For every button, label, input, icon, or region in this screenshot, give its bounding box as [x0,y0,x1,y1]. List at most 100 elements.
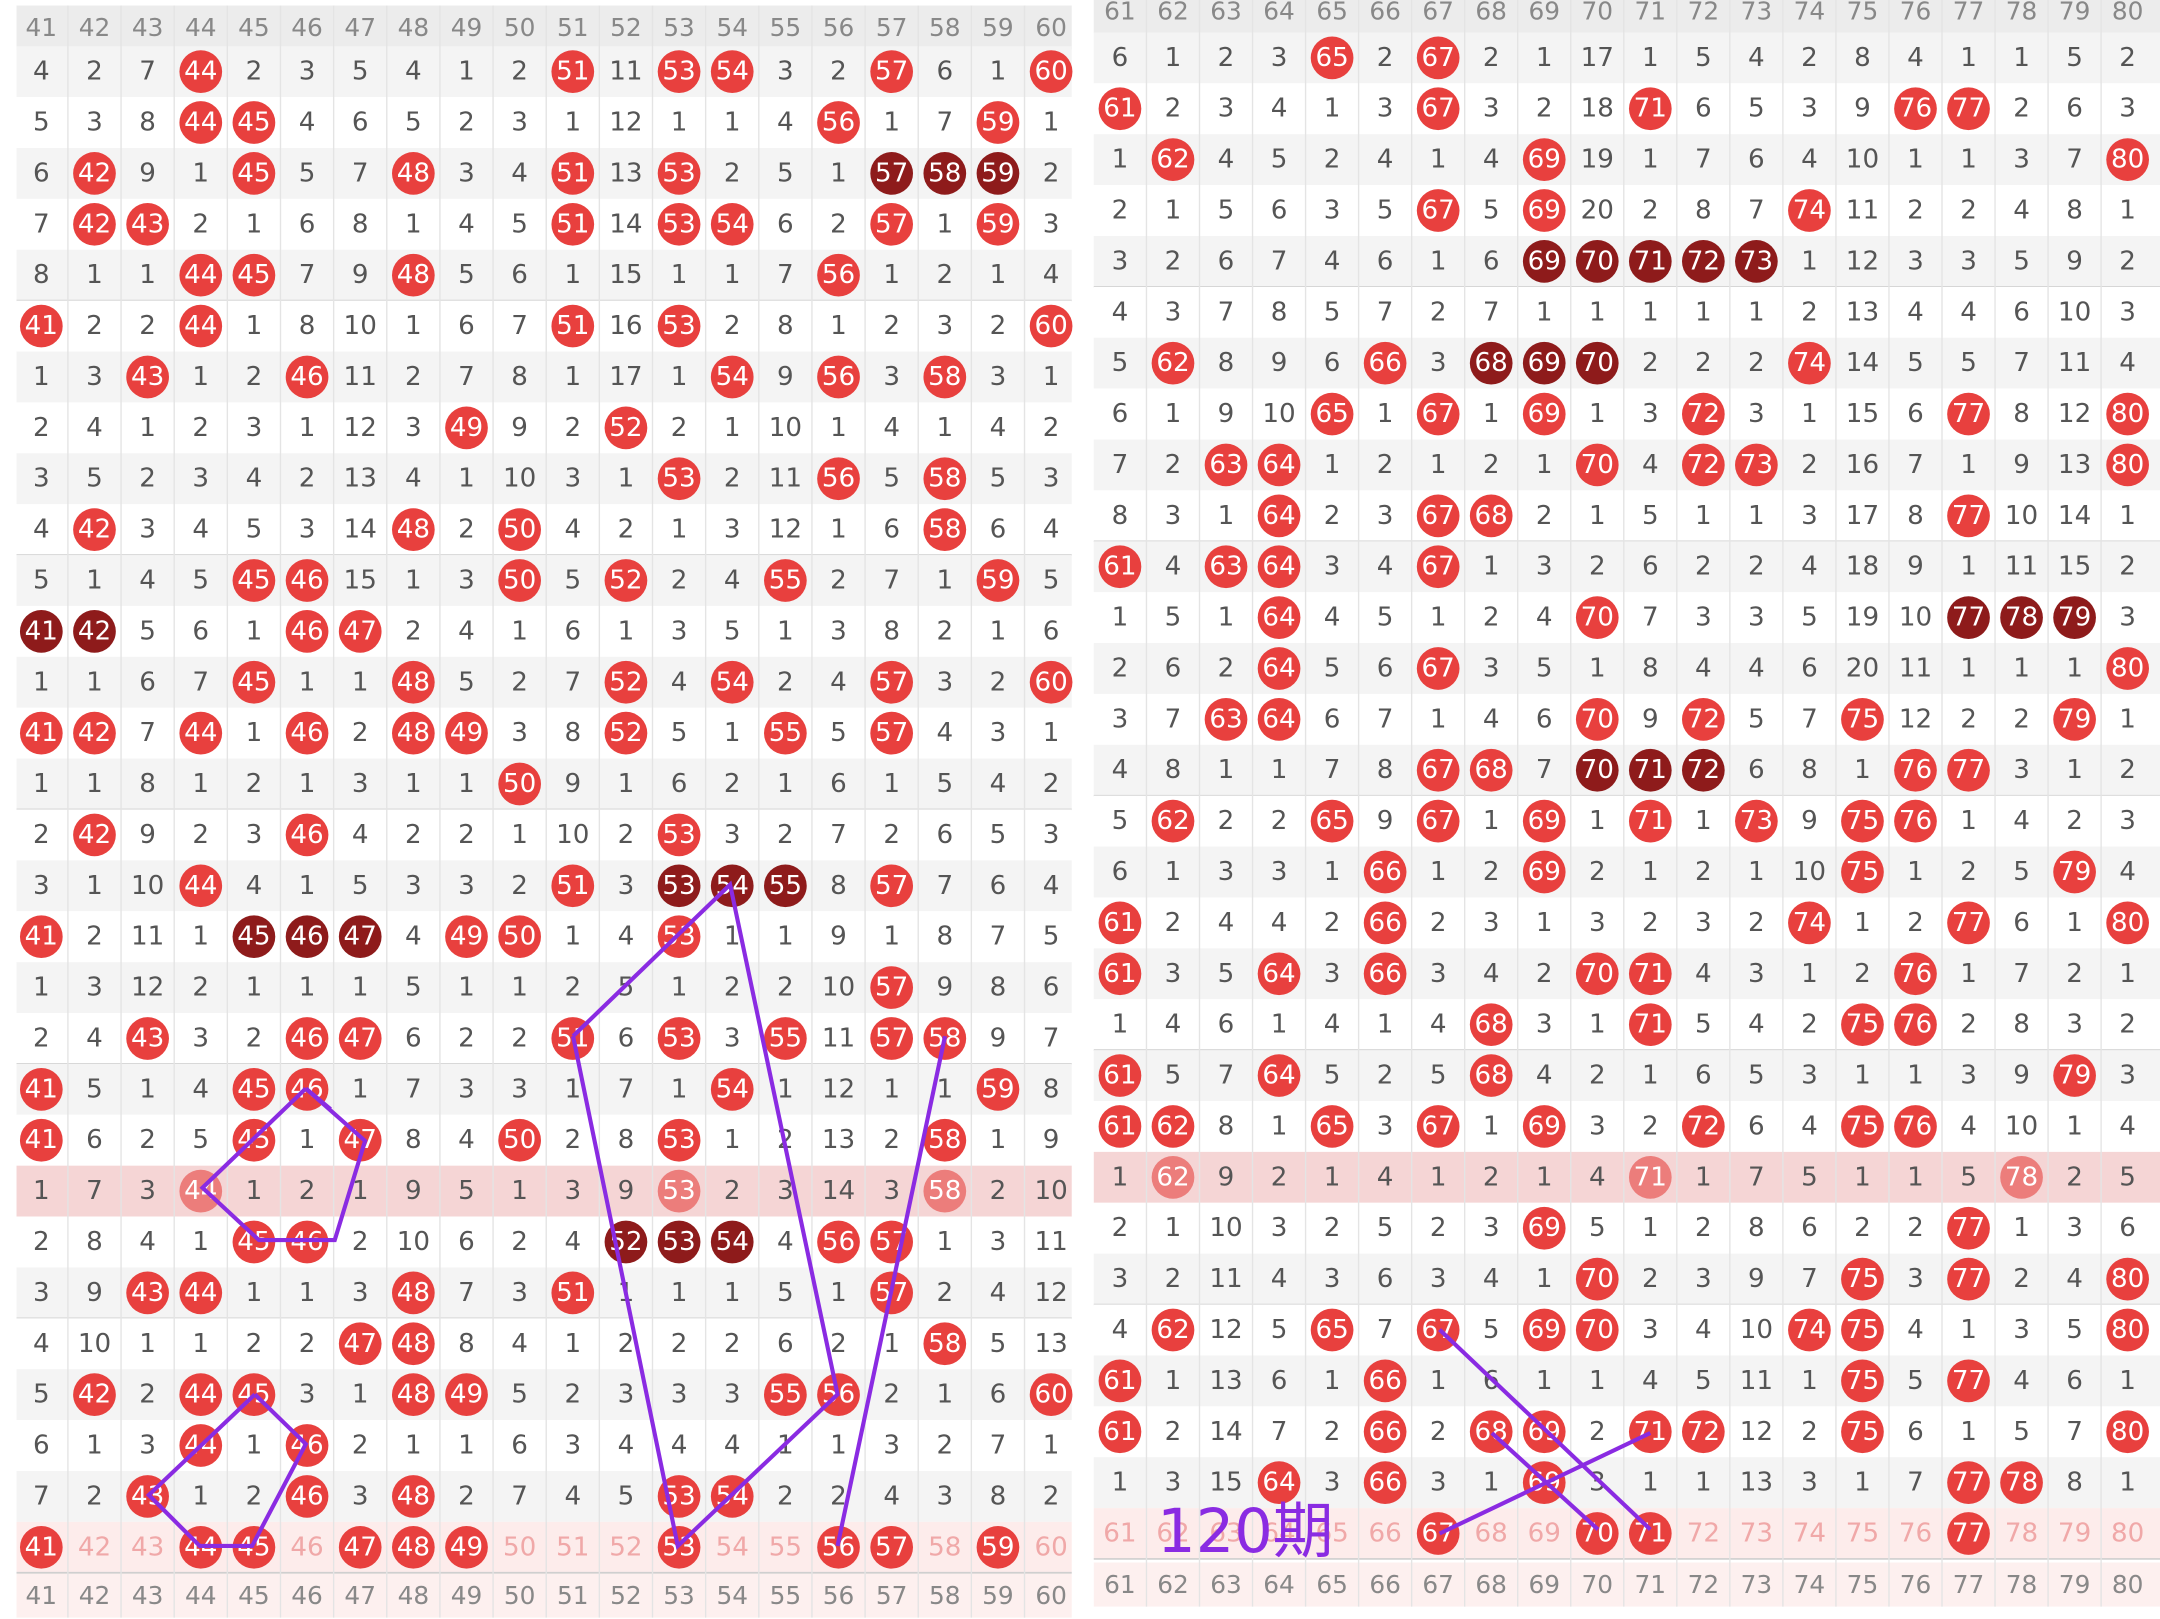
miss-count: 8 [1695,196,1712,226]
hit-number: 71 [1634,94,1667,124]
column-header: 54 [716,13,748,42]
miss-count: 11 [2005,552,2038,582]
miss-count: 3 [724,1023,741,1053]
hit-ball [2106,1257,2149,1301]
hit-ball [1894,799,1937,843]
column-footer: 61 [1104,1570,1136,1599]
miss-count: 6 [1112,857,1129,887]
miss-count: 2 [2119,246,2136,276]
miss-count: 1 [1907,857,1924,887]
hit-ball [1469,1054,1513,1097]
miss-count: 15 [2058,552,2091,582]
miss-count: 2 [1642,348,1659,378]
miss-count: 1 [1271,1111,1288,1141]
miss-count: 1 [1043,1431,1060,1461]
miss-count: 8 [405,1125,422,1155]
miss-count: 3 [564,1431,581,1461]
miss-count: 7 [936,871,953,901]
miss-count: 5 [1218,959,1235,989]
row-band [1093,185,2160,236]
miss-count: 3 [2013,755,2030,785]
column-header: 79 [2059,0,2091,26]
hit-ball [1522,1206,1566,1250]
miss-count: 3 [2119,297,2136,327]
miss-count: 2 [1854,959,1871,989]
hit-ball [1522,189,1566,232]
hit-number: 68 [1475,755,1508,785]
miss-count: 2 [1907,908,1924,938]
miss-count: 3 [2066,1010,2083,1040]
hit-number: 76 [1899,755,1932,785]
hit-ball [1628,799,1672,843]
hit-number: 45 [237,108,270,138]
hit-number: 80 [2111,145,2144,175]
column-header: 60 [1035,13,1067,42]
miss-count: 3 [777,57,794,87]
miss-count: 3 [2119,94,2136,124]
hit-number: 42 [78,1380,111,1410]
hit-number: 57 [875,871,908,901]
miss-count: 4 [1430,1010,1447,1040]
miss-count: 3 [86,362,103,392]
miss-count: 3 [86,973,103,1003]
miss-count: 2 [352,1227,369,1257]
miss-count: 1 [1801,246,1818,276]
hit-ball [1416,494,1460,538]
row-band [1093,1406,2160,1458]
miss-count: 1 [1960,450,1977,480]
hit-number: 70 [1581,1519,1614,1549]
miss-count: 1 [936,565,953,595]
miss-count: 2 [1165,1417,1182,1447]
miss-count: 4 [2066,1264,2083,1294]
miss-count: 2 [192,973,209,1003]
miss-count: 1 [352,1074,369,1104]
miss-count: 5 [1801,1162,1818,1192]
hit-number: 48 [397,158,430,188]
miss-count: 4 [86,413,103,443]
candidate-number: 80 [2111,1519,2144,1549]
miss-count: 20 [1581,196,1614,226]
hit-number: 51 [556,311,589,341]
miss-count: 2 [33,820,50,850]
hit-number: 52 [609,565,642,595]
hit-number: 44 [184,57,217,87]
miss-count: 8 [1801,755,1818,785]
hit-ball [817,457,860,501]
miss-count: 1 [1536,43,1553,73]
hit-number: 60 [1034,667,1067,697]
miss-count: 7 [139,718,156,748]
miss-count: 1 [671,260,688,290]
miss-count: 8 [2066,196,2083,226]
miss-count: 3 [1642,399,1659,429]
miss-count: 4 [1324,1010,1341,1040]
hit-number: 46 [290,922,323,952]
miss-count: 6 [936,57,953,87]
miss-count: 10 [397,1227,430,1257]
repeat-ball [976,152,1020,195]
hit-ball [179,864,223,908]
hit-number: 62 [1156,806,1189,836]
hit-number: 49 [450,413,483,443]
miss-count: 5 [1271,1315,1288,1345]
miss-count: 8 [1218,348,1235,378]
miss-count: 6 [86,1125,103,1155]
miss-count: 2 [724,464,741,494]
hit-ball [1841,1359,1884,1403]
hit-ball [498,559,541,602]
miss-count: 4 [1483,1264,1500,1294]
miss-count: 1 [990,260,1007,290]
candidate-number: 54 [716,1532,749,1562]
miss-count: 2 [564,1380,581,1410]
hit-ball [1363,901,1407,945]
hit-number: 44 [184,260,217,290]
miss-count: 1 [1112,1162,1129,1192]
hit-number: 76 [1899,94,1932,124]
miss-count: 1 [2119,704,2136,734]
miss-count: 1 [1112,1010,1129,1040]
row-band [16,453,1072,505]
hit-ball [657,1017,701,1060]
hit-ball [1257,647,1301,690]
column-header: 66 [1369,0,1401,26]
hit-ball [1841,1257,1884,1301]
column-footer: 64 [1263,1570,1295,1599]
